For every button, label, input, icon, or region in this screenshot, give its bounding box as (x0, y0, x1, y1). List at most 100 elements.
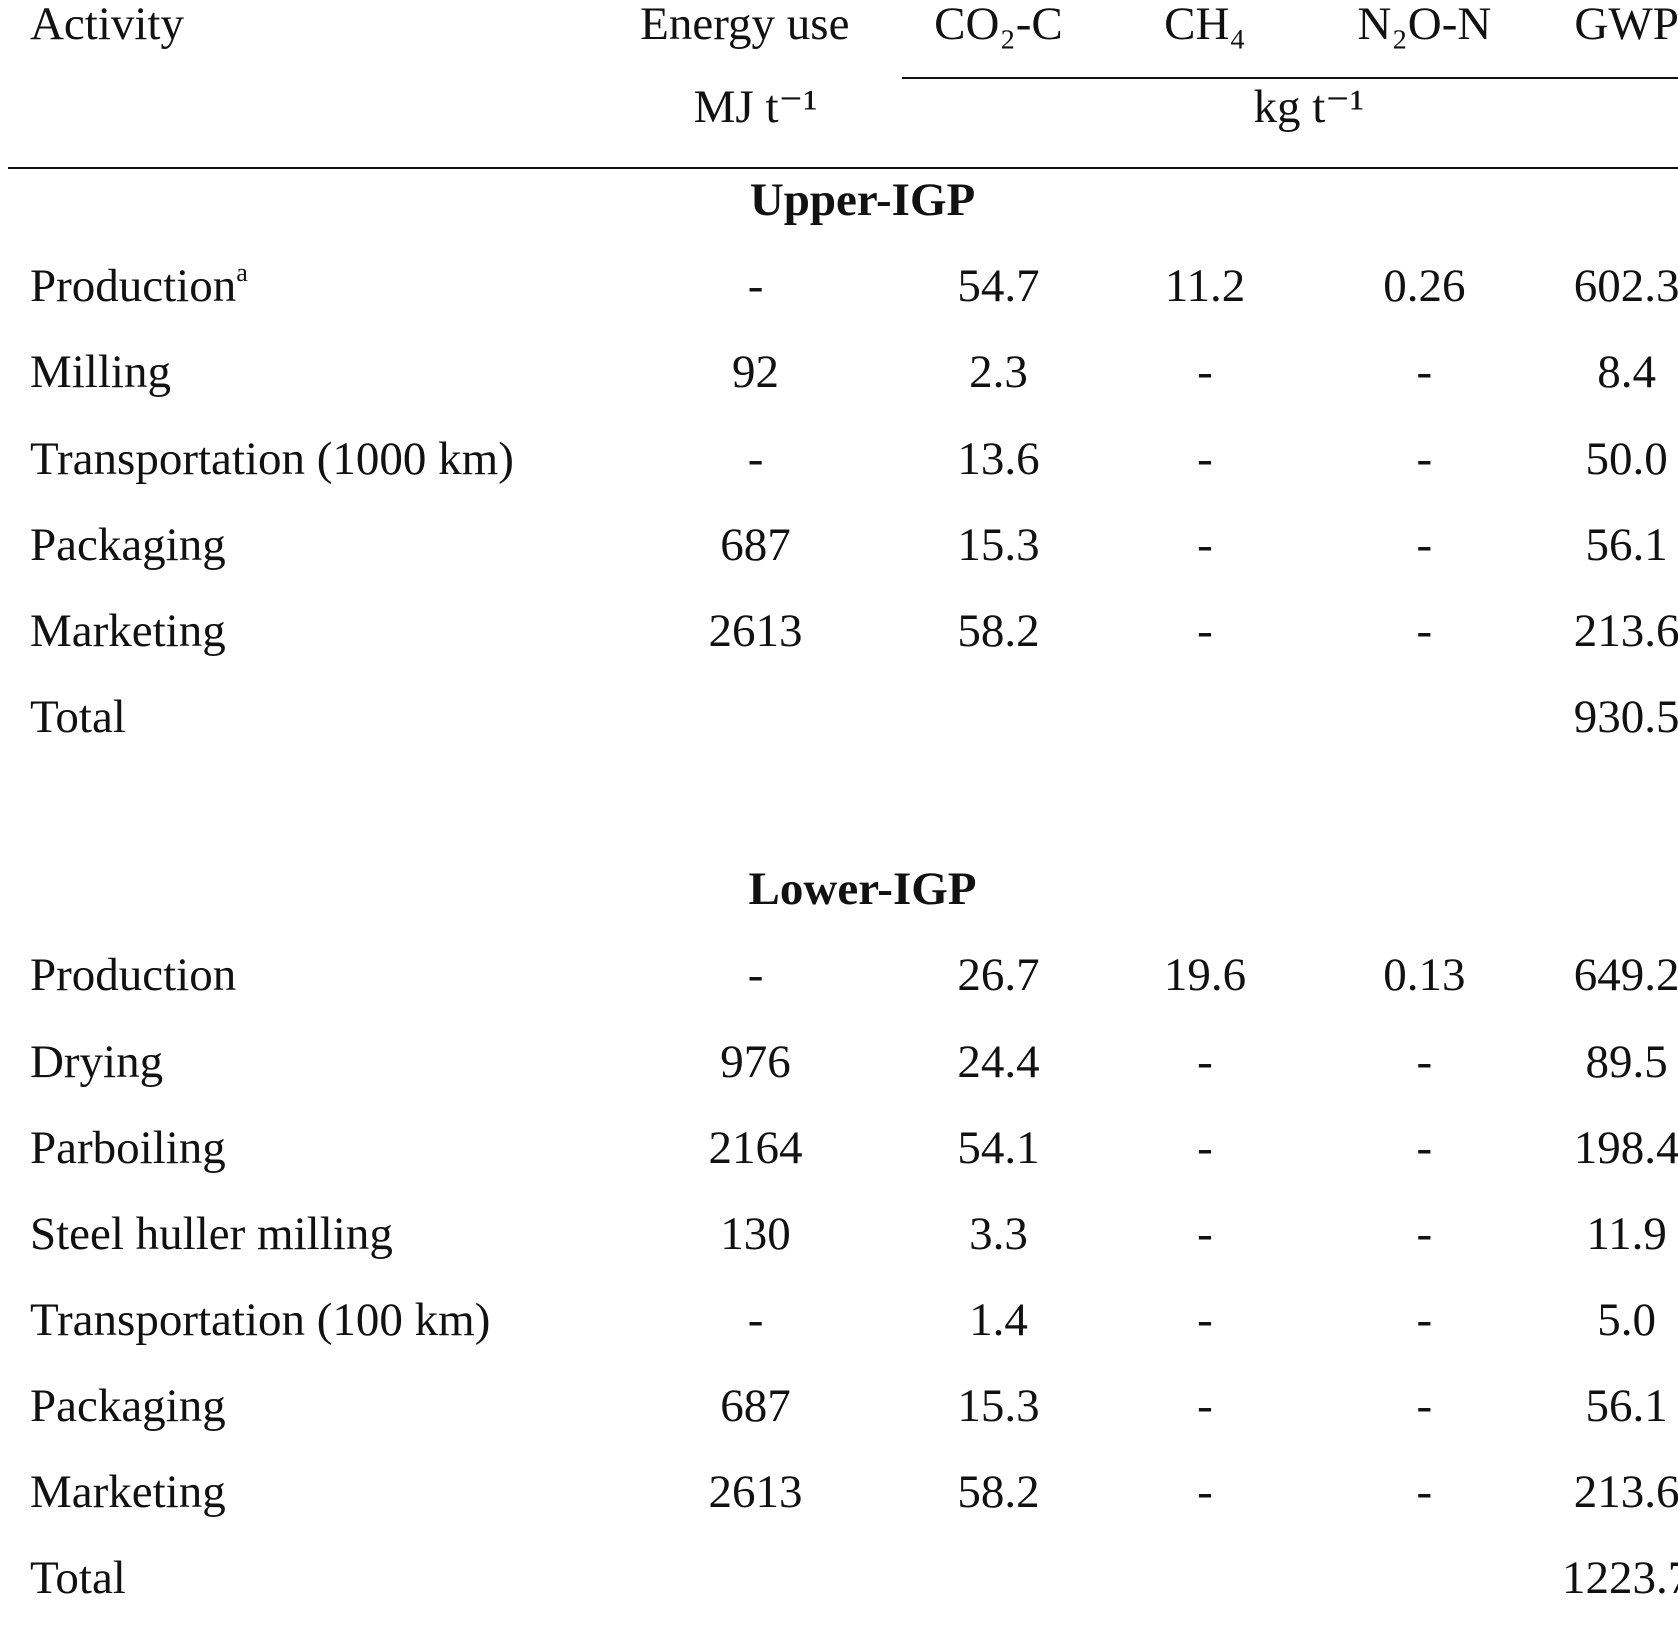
value-cell-text: 2613 (708, 604, 803, 657)
activity-cell-text: Transportation (1000 km) (29, 432, 514, 485)
value-cell-text: 26.7 (957, 949, 1040, 1002)
activity-cell-text: Packaging (29, 518, 226, 571)
value-cell-text: - (1197, 604, 1213, 657)
value-cell-text: - (1416, 1294, 1433, 1347)
value-cell: - (1197, 515, 1213, 575)
column-header-text: N₂O-N (1357, 0, 1492, 50)
value-cell: 15.3 (957, 1376, 1039, 1436)
value-cell-text: - (1197, 1466, 1213, 1519)
value-cell-text: 687 (720, 1380, 791, 1433)
column-header: Activity (30, 0, 184, 54)
total-value: 1223.7 (1562, 1548, 1678, 1608)
value-cell: - (1417, 1204, 1433, 1264)
value-cell: - (1197, 1462, 1213, 1522)
total-label-text: Total (29, 691, 126, 743)
value-cell: - (1197, 429, 1213, 489)
value-cell-text: - (1416, 1121, 1433, 1174)
value-cell: - (1417, 1118, 1433, 1178)
value-cell-text: - (1416, 604, 1433, 657)
value-cell-text: 56.1 (1585, 518, 1668, 571)
value-cell: 687 (720, 515, 791, 575)
value-cell: 130 (720, 1204, 791, 1264)
value-cell-text: 58.2 (957, 604, 1040, 657)
unit-label-text: MJ t⁻¹ (693, 81, 818, 133)
value-cell-text: - (1416, 1380, 1433, 1433)
value-cell-text: 0.13 (1383, 949, 1466, 1002)
value-cell: - (1417, 515, 1433, 575)
value-cell-text: 54.7 (957, 260, 1040, 313)
unit-label: kg t⁻¹ (1253, 77, 1364, 137)
header-rule (8, 167, 1678, 169)
value-cell: - (1197, 1032, 1213, 1092)
value-cell: 976 (720, 1032, 791, 1092)
value-cell-text: 13.6 (957, 432, 1040, 485)
activity-cell: Transportation (100 km) (30, 1290, 490, 1350)
value-cell: 11.2 (1165, 256, 1246, 316)
value-cell-text: - (1197, 432, 1213, 485)
value-cell-text: 2613 (708, 1466, 803, 1519)
section-title-text: Lower-IGP (748, 863, 977, 916)
value-cell: - (748, 256, 764, 316)
value-cell: - (1417, 429, 1433, 489)
value-cell-text: 213.6 (1573, 1466, 1678, 1519)
value-cell-text: - (1416, 346, 1433, 399)
value-cell-text: 1.4 (969, 1294, 1028, 1347)
header-span-rule (902, 77, 1678, 79)
value-cell-text: 687 (720, 518, 791, 571)
value-cell: 54.1 (957, 1118, 1039, 1178)
value-cell-text: 649.2 (1573, 949, 1678, 1002)
column-header: N₂O-N (1357, 0, 1491, 54)
value-cell-text: - (1197, 518, 1213, 571)
column-header-text: GWP (1574, 0, 1678, 50)
activity-cell-text: Drying (29, 1035, 164, 1088)
activity-cell-text: Steel huller milling (29, 1207, 393, 1260)
activity-cell: Parboiling (30, 1118, 226, 1178)
value-cell: 56.1 (1586, 1376, 1668, 1436)
value-cell: 19.6 (1164, 945, 1246, 1005)
activity-cell: Marketing (30, 1462, 226, 1522)
value-cell-text: - (1416, 1207, 1433, 1260)
value-cell-text: - (1416, 432, 1433, 485)
value-cell-text: - (1197, 1294, 1213, 1347)
value-cell: 24.4 (957, 1032, 1039, 1092)
value-cell: 58.2 (957, 601, 1039, 661)
value-cell-text: 976 (720, 1035, 791, 1088)
value-cell: 687 (720, 1376, 791, 1436)
value-cell: 13.6 (957, 429, 1039, 489)
column-header-text: CO₂-C (934, 0, 1063, 50)
activity-cell: Packaging (30, 515, 226, 575)
value-cell-text: 198.4 (1573, 1121, 1678, 1174)
total-label-text: Total (29, 1552, 126, 1605)
value-cell: - (1197, 342, 1213, 402)
total-value: 930.5 (1574, 687, 1678, 747)
total-value-text: 930.5 (1573, 691, 1678, 743)
activity-cell-text: Milling (29, 346, 171, 399)
value-cell-text: 24.4 (957, 1035, 1040, 1088)
column-header: CO₂-C (934, 0, 1063, 54)
activity-cell-text: Marketing (29, 1466, 226, 1519)
value-cell-text: - (1197, 1035, 1213, 1088)
value-cell: 198.4 (1574, 1118, 1678, 1178)
value-cell-text: - (747, 1294, 764, 1347)
value-cell: - (1417, 1376, 1433, 1436)
value-cell: 2613 (709, 601, 803, 661)
value-cell: - (1197, 1290, 1213, 1350)
activity-cell: Packaging (30, 1376, 226, 1436)
value-cell: - (1417, 1290, 1433, 1350)
value-cell: 11.9 (1586, 1204, 1667, 1264)
value-cell: 89.5 (1586, 1032, 1668, 1092)
activity-cell: Productiona (30, 256, 248, 316)
value-cell-text: - (1197, 1380, 1213, 1433)
value-cell: 58.2 (957, 1462, 1039, 1522)
activity-cell-text: Production (29, 949, 237, 1002)
value-cell: 2164 (709, 1118, 803, 1178)
value-cell: 5.0 (1597, 1290, 1656, 1350)
value-cell: - (748, 429, 764, 489)
footnote-mark: a (236, 258, 248, 288)
value-cell-text: - (1197, 346, 1213, 399)
value-cell-text: - (1197, 1207, 1213, 1260)
column-header: Energy use (640, 0, 849, 54)
value-cell-text: - (747, 432, 764, 485)
value-cell: - (1417, 342, 1433, 402)
value-cell: 56.1 (1586, 515, 1668, 575)
